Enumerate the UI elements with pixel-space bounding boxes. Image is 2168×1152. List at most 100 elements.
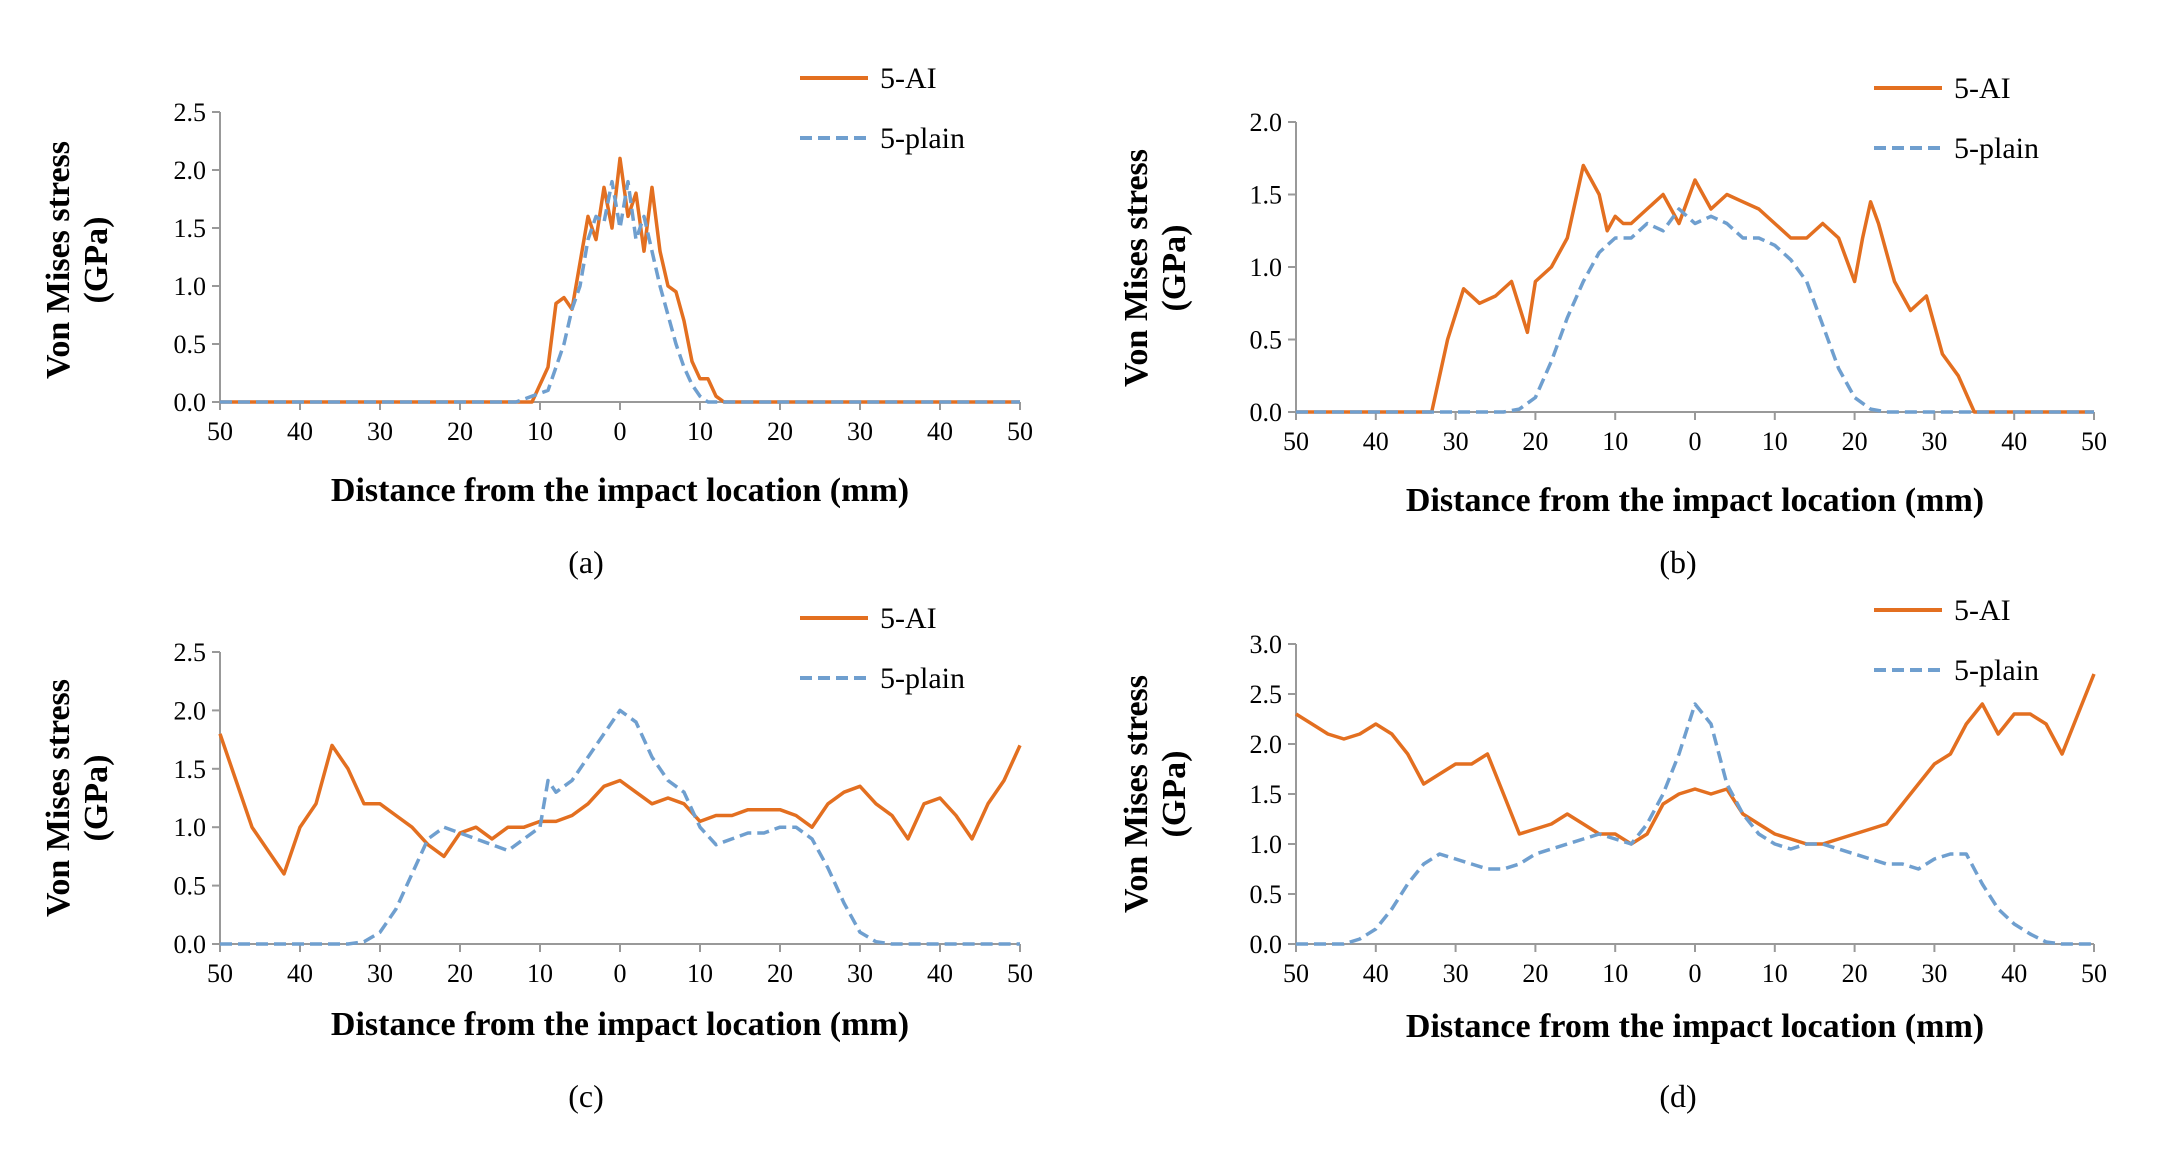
panel-label: (b) [1659, 544, 1697, 580]
y-axis-label: Von Mises stress (GPa) [1118, 674, 1198, 914]
x-tick-label: 20 [767, 959, 793, 988]
y-axis-label-line1: Von Mises stress [1118, 148, 1155, 388]
series-line-5-ai [218, 733, 1022, 876]
x-tick-label: 10 [1602, 427, 1628, 456]
y-tick-label: 0.5 [174, 330, 207, 359]
x-tick-label: 20 [1842, 427, 1868, 456]
x-tick-label: 10 [527, 417, 553, 446]
x-tick-label: 20 [447, 417, 473, 446]
x-tick-label: 30 [367, 417, 393, 446]
y-tick-label: 0.0 [1250, 398, 1283, 427]
x-tick-label: 50 [2081, 427, 2107, 456]
panel-label: (d) [1659, 1078, 1697, 1114]
y-axis-label-line2: (GPa) [78, 216, 115, 304]
y-tick-label: 1.5 [1250, 780, 1283, 809]
series-line-5-plain [1296, 702, 2094, 946]
x-tick-label: 50 [207, 417, 233, 446]
x-tick-label: 50 [2081, 959, 2107, 988]
x-tick-label: 10 [687, 959, 713, 988]
y-tick-label: 2.0 [174, 696, 207, 725]
y-tick-label: 0.0 [174, 388, 207, 417]
y-tick-label: 0.0 [1250, 930, 1283, 959]
series-line-5-plain [220, 708, 1020, 946]
y-axis-label-line2: (GPa) [1156, 224, 1193, 312]
panel-label: (a) [568, 544, 604, 580]
x-axis-label: Distance from the impact location (mm) [1405, 1008, 1985, 1045]
legend-label-5-ai: 5-AI [1954, 72, 2011, 105]
x-tick-label: 40 [1363, 427, 1389, 456]
x-tick-label: 20 [447, 959, 473, 988]
x-tick-label: 30 [1443, 427, 1469, 456]
x-tick-label: 10 [1602, 959, 1628, 988]
series-line-5-plain [220, 179, 1020, 404]
y-tick-label: 1.0 [174, 272, 207, 301]
x-tick-label: 40 [2001, 427, 2027, 456]
legend-label-5-plain: 5-plain [880, 122, 965, 155]
x-tick-label: 0 [1689, 959, 1702, 988]
y-tick-label: 0.5 [1250, 326, 1283, 355]
y-axis-label-line1: Von Mises stress [1118, 674, 1155, 914]
y-tick-label: 1.5 [174, 214, 207, 243]
x-tick-label: 40 [1363, 959, 1389, 988]
y-tick-label: 1.5 [174, 755, 207, 784]
y-axis-label-line1: Von Mises stress [40, 678, 77, 918]
x-tick-label: 20 [1522, 427, 1548, 456]
x-tick-label: 30 [1921, 959, 1947, 988]
y-axis-label: Von Mises stress (GPa) [40, 140, 120, 380]
series-line-5-ai [1295, 673, 2096, 846]
x-tick-label: 10 [527, 959, 553, 988]
chart-panel-b: 0.0 0.5 1.0 1.5 2.0 50 40 30 20 10 0 10 20 30 40 50 5-AI… [1084, 0, 2168, 580]
x-tick-label: 20 [767, 417, 793, 446]
legend-label-5-ai: 5-AI [880, 62, 937, 95]
chart-svg-b: 0.0 0.5 1.0 1.5 2.0 50 40 30 20 10 0 10 20 30 40 50 5-AI… [1250, 72, 2108, 456]
x-tick-label: 50 [1283, 427, 1309, 456]
x-tick-label: 0 [614, 417, 627, 446]
x-tick-label: 40 [287, 417, 313, 446]
x-tick-label: 30 [1443, 959, 1469, 988]
x-tick-label: 30 [847, 417, 873, 446]
legend-label-5-plain: 5-plain [880, 662, 965, 695]
x-tick-label: 30 [847, 959, 873, 988]
y-axis-label: Von Mises stress (GPa) [40, 678, 120, 918]
y-axis-label-line2: (GPa) [78, 754, 115, 842]
y-tick-label: 1.0 [1250, 830, 1283, 859]
legend-label-5-plain: 5-plain [1954, 132, 2039, 165]
x-tick-label: 50 [1007, 959, 1033, 988]
panel-label: (c) [568, 1078, 604, 1114]
x-tick-label: 30 [1921, 427, 1947, 456]
legend-label-5-plain: 5-plain [1954, 654, 2039, 687]
chart-svg-a: 0.0 0.5 1.0 1.5 2.0 2.5 50 40 30 20 10 0 10 20 30 40 50 5… [174, 62, 1034, 446]
x-tick-label: 40 [927, 959, 953, 988]
y-tick-label: 1.5 [1250, 181, 1283, 210]
x-tick-label: 10 [1762, 959, 1788, 988]
y-tick-label: 0.5 [174, 872, 207, 901]
x-tick-label: 0 [1689, 427, 1702, 456]
x-tick-label: 40 [2001, 959, 2027, 988]
y-tick-label: 0.0 [174, 930, 207, 959]
y-tick-label: 3.0 [1250, 630, 1283, 659]
y-tick-label: 2.5 [1250, 680, 1283, 709]
y-axis-label-line1: Von Mises stress [40, 140, 77, 380]
x-axis-label: Distance from the impact location (mm) [330, 1006, 910, 1043]
legend-label-5-ai: 5-AI [1954, 594, 2011, 627]
chart-panel-c: 0.0 0.5 1.0 1.5 2.0 2.5 50 40 30 20 10 0 10 20 30 40 50 5… [0, 576, 1084, 1152]
x-axis-label: Distance from the impact location (mm) [1405, 482, 1985, 519]
series-line-5-plain [1296, 207, 2094, 414]
x-tick-label: 10 [1762, 427, 1788, 456]
series-line-5-ai [1296, 163, 2094, 414]
x-tick-label: 40 [927, 417, 953, 446]
y-axis-label-line2: (GPa) [1156, 750, 1193, 838]
x-tick-label: 10 [687, 417, 713, 446]
y-tick-label: 1.0 [174, 813, 207, 842]
y-tick-label: 0.5 [1250, 880, 1283, 909]
chart-svg-d: 0.0 0.5 1.0 1.5 2.0 2.5 3.0 50 40 30 20 10 0 10 20 30 40… [1250, 594, 2108, 988]
x-tick-label: 40 [287, 959, 313, 988]
series-line-5-ai [220, 156, 1020, 404]
legend-label-5-ai: 5-AI [880, 602, 937, 635]
chart-panel-a: 0.0 0.5 1.0 1.5 2.0 2.5 50 40 30 20 10 0 10 20 30 40 50 5… [0, 0, 1084, 580]
chart-panel-d: 0.0 0.5 1.0 1.5 2.0 2.5 3.0 50 40 30 20 10 0 10 20 30 40… [1084, 576, 2168, 1152]
x-tick-label: 20 [1842, 959, 1868, 988]
y-tick-label: 1.0 [1250, 253, 1283, 282]
y-tick-label: 2.0 [1250, 730, 1283, 759]
